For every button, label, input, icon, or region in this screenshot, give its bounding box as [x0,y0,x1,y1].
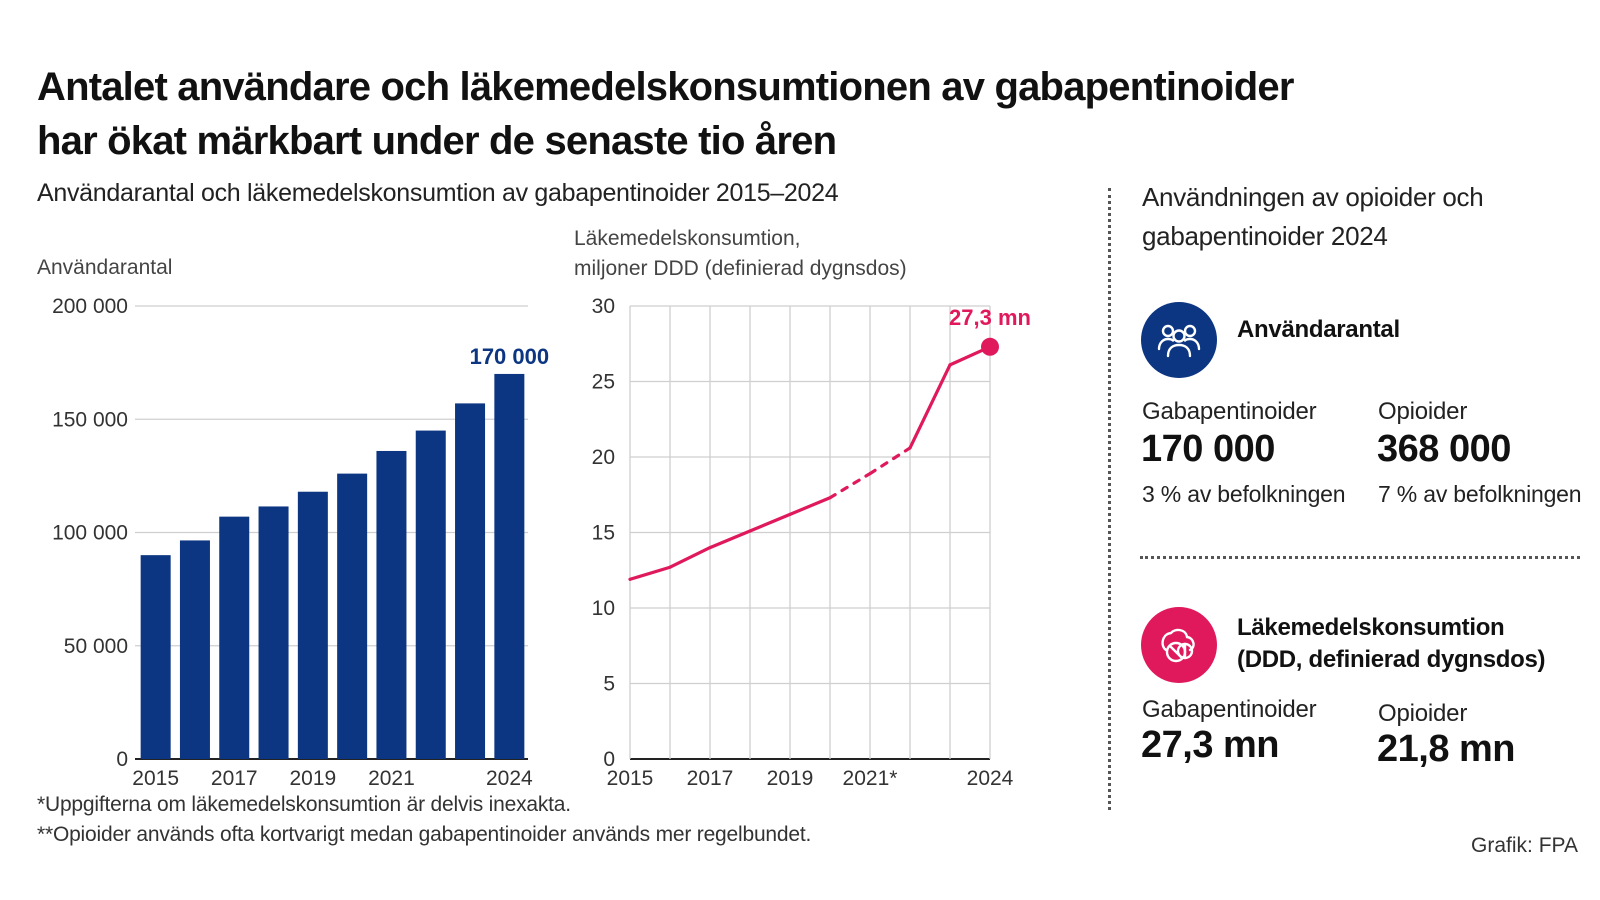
line-ytick-label: 0 [603,748,615,771]
panel-title-line1: Användningen av opioider och [1142,182,1484,212]
bar-data-label: 170 000 [470,344,550,369]
bar-xtick-label: 2024 [486,767,533,790]
users-gaba-label: Gabapentinoider [1142,398,1317,425]
chart-subtitle: Användarantal och läkemedelskonsumtion a… [37,179,839,207]
users-gaba-note: 3 % av befolkningen [1142,481,1346,507]
line-ytick-label: 10 [592,597,615,620]
consumption-heading-line1: Läkemedelskonsumtion [1237,614,1505,641]
line-chart: Läkemedelskonsumtion, miljoner DDD (defi… [574,227,1031,790]
bar-2019 [297,491,328,759]
bar-ytick-label: 100 000 [52,522,128,545]
consumption-heading-line2: (DDD, definierad dygnsdos) [1237,646,1546,673]
bar-ytick-label: 50 000 [64,635,128,658]
bar-xtick-label: 2015 [132,767,179,790]
line-xtick-label: 2019 [767,767,814,790]
line-xtick-label: 2021* [843,767,898,790]
bar-2022 [415,430,446,759]
consumption-heading: Läkemedelskonsumtion (DDD, definierad dy… [1237,612,1597,676]
bar-chart: Användarantal 0 50 000 100 000 150 000 200 0… [37,256,549,790]
credit: Grafik: FPA [1471,834,1578,857]
line-segment-2018-2019 [748,512,792,533]
panel-title: Användningen av opioider och gabapentino… [1142,178,1562,256]
line-ytick-label: 15 [592,522,615,545]
users-opio-label: Opioider [1378,398,1468,425]
line-ytick-label: 25 [592,371,615,394]
vertical-divider [1108,188,1111,810]
footnote-1: *Uppgifterna om läkemedelskonsumtion är … [37,793,571,816]
bar-xtick-label: 2019 [289,767,336,790]
bar-2015 [140,555,171,759]
pills-icon [1141,607,1217,683]
bar-2018 [258,506,289,759]
horizontal-divider [1140,556,1580,559]
users-heading: Användarantal [1237,316,1400,343]
chart-title: Antalet användare och läkemedelskonsumti… [37,60,1357,168]
line-ytick-label: 5 [603,673,615,696]
line-segment-2020-2021 [828,472,872,500]
line-segment-2022-2023 [908,363,952,450]
chart-title-line1: Antalet användare och läkemedelskonsumti… [37,65,1294,109]
bar-xtick-label: 2021 [368,767,415,790]
line-segment-2016-2017 [668,545,712,569]
line-segment-2017-2018 [708,529,752,550]
bar-2016 [179,540,210,759]
line-data-label: 27,3 mn [949,305,1031,330]
users-opio-note: 7 % av befolkningen [1378,481,1582,507]
consumption-gaba-value: 27,3 mn [1141,724,1280,766]
bar-2021 [376,450,407,759]
line-segment-2019-2020 [788,496,832,516]
consumption-opio-value: 21,8 mn [1377,728,1516,770]
consumption-opio-label: Opioider [1378,700,1468,727]
users-gaba-value: 170 000 [1141,428,1275,470]
bar-2024 [494,373,525,759]
bar-ytick-label: 0 [116,748,128,771]
chart-title-line2: har ökat märkbart under de senaste tio å… [37,119,837,163]
line-segment-2015-2016 [628,565,672,581]
charts-canvas: Användarantal 0 50 000 100 000 150 000 200 0… [37,227,1031,790]
line-xtick-label: 2017 [687,767,734,790]
consumption-gaba-label: Gabapentinoider [1142,696,1317,723]
bar-2020 [337,473,368,759]
panel-title-line2: gabapentinoider 2024 [1142,221,1388,251]
line-ytick-label: 30 [592,295,615,318]
bar-chart-ylabel: Användarantal [37,256,172,279]
line-segment-2021-2022 [868,446,912,476]
bar-2017 [219,516,250,759]
people-icon [1141,302,1217,378]
footnote-2: **Opioider används ofta kortvarigt medan… [37,823,812,846]
bar-2023 [455,403,486,759]
bar-ytick-label: 150 000 [52,408,128,431]
users-opio-value: 368 000 [1377,428,1511,470]
line-chart-ylabel-line2: miljoner DDD (definierad dygnsdos) [574,257,907,280]
line-chart-ylabel-line1: Läkemedelskonsumtion, [574,227,800,250]
bar-ytick-label: 200 000 [52,295,128,318]
line-xtick-label: 2015 [607,767,654,790]
line-ytick-label: 20 [592,446,615,469]
bar-xtick-label: 2017 [211,767,258,790]
line-xtick-label: 2024 [967,767,1014,790]
line-point-2024 [981,337,999,356]
